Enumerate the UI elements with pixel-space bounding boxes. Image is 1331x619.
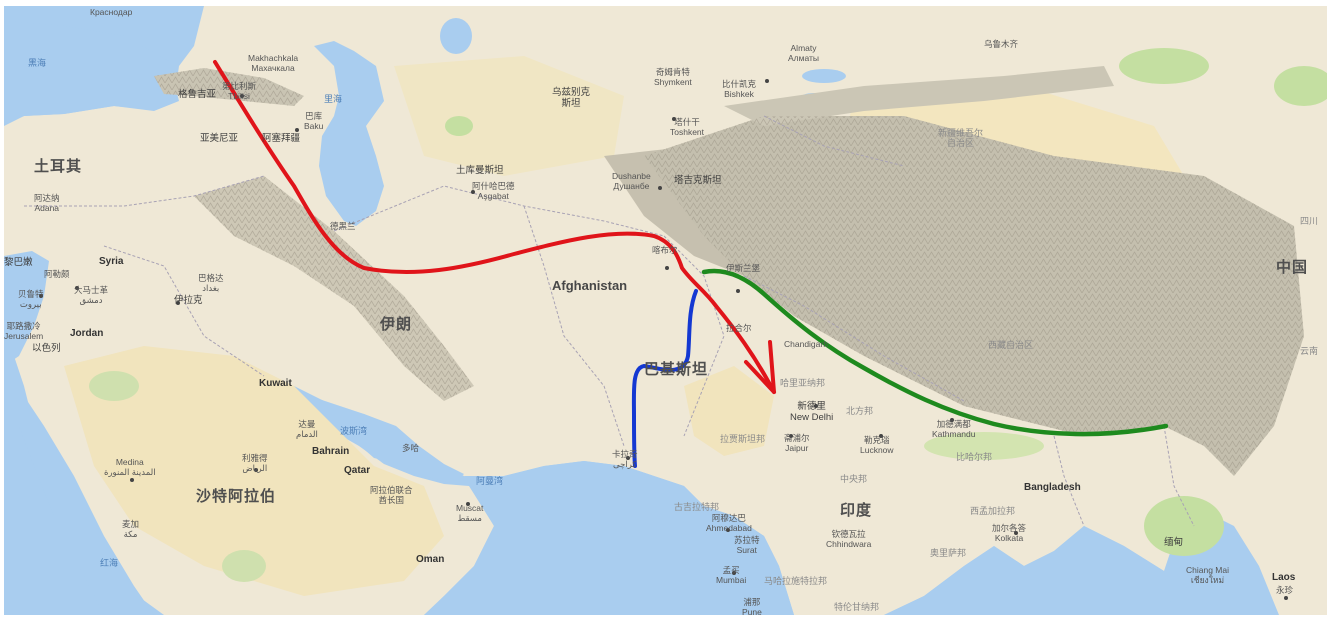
- city-dot: [789, 434, 793, 438]
- city-dot: [75, 286, 79, 290]
- route-blue: [631, 289, 698, 468]
- mountain-texture: [644, 116, 1304, 476]
- city-dot: [254, 468, 258, 472]
- city-dot: [626, 456, 630, 460]
- zagros-texture: [194, 176, 474, 401]
- red-sea: [19, 396, 154, 615]
- vegetation-patch: [1119, 48, 1209, 84]
- city-dot: [814, 404, 818, 408]
- route-green: [701, 268, 1169, 437]
- city-dot: [736, 289, 740, 293]
- city-dot: [240, 94, 244, 98]
- route-red-arrowhead: [744, 340, 776, 394]
- city-dot: [726, 528, 730, 532]
- city-dot: [39, 294, 43, 298]
- city-dot: [471, 190, 475, 194]
- city-dot: [466, 502, 470, 506]
- central-asia-steppe: [394, 56, 624, 176]
- vegetation-patch: [1144, 496, 1224, 556]
- route-red: [213, 60, 776, 394]
- city-dot: [672, 117, 676, 121]
- city-dot: [130, 478, 134, 482]
- aral-lake: [440, 18, 472, 54]
- map-view[interactable]: 土耳其 Syria 伊拉克 伊朗 Afghanistan 巴基斯坦 印度 中国 …: [4, 6, 1327, 615]
- base-map[interactable]: [4, 6, 1327, 615]
- city-dot: [879, 434, 883, 438]
- vegetation-patch: [924, 432, 1044, 460]
- bay-of-bengal: [884, 526, 1174, 615]
- city-dot: [765, 79, 769, 83]
- city-dot: [665, 266, 669, 270]
- city-dot: [732, 571, 736, 575]
- vegetation-patch: [1274, 66, 1327, 106]
- city-dot: [176, 301, 180, 305]
- balkhash-lake: [802, 69, 846, 83]
- city-dot: [295, 128, 299, 132]
- city-dot: [1014, 531, 1018, 535]
- thar-desert: [684, 366, 774, 456]
- black-sea: [4, 21, 179, 124]
- vegetation-patch: [89, 371, 139, 401]
- mediterranean: [4, 251, 49, 366]
- caspian-sea: [314, 41, 384, 226]
- vegetation-patch: [445, 116, 473, 136]
- vegetation-patch: [222, 550, 266, 582]
- city-dot: [950, 418, 954, 422]
- city-dot: [1284, 596, 1288, 600]
- tianshan-mountains: [724, 66, 1114, 126]
- country-borders: [24, 115, 1195, 527]
- persian-gulf: [289, 384, 464, 484]
- arabian-sea: [424, 461, 794, 615]
- city-dot: [658, 186, 662, 190]
